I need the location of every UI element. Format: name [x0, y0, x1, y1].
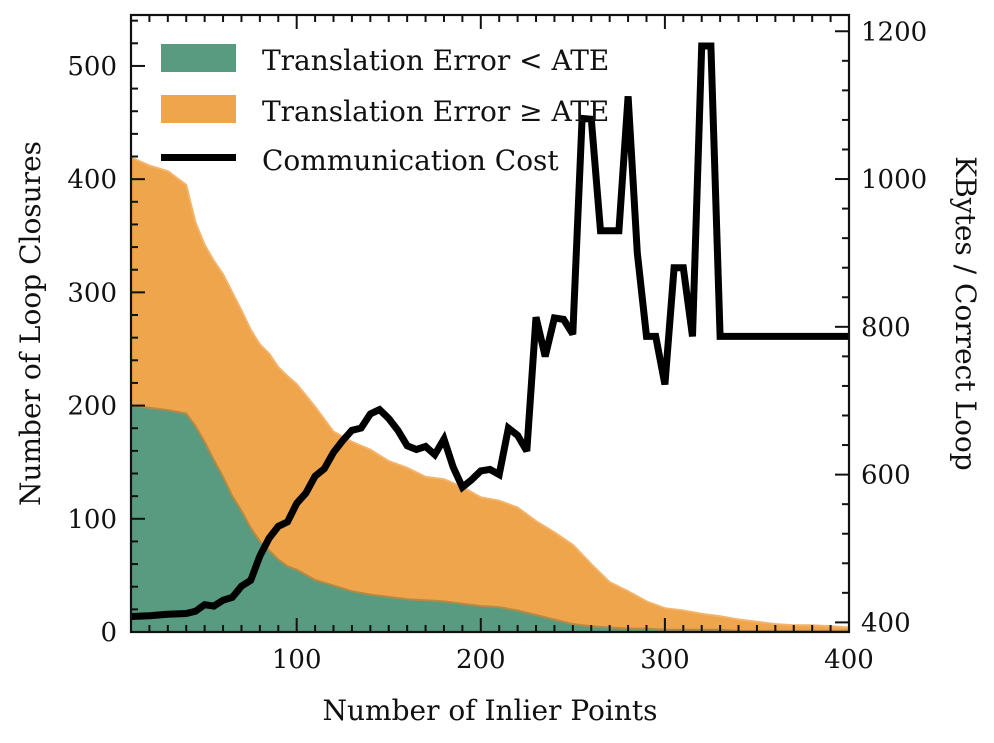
legend-label-below-ate: Translation Error < ATE: [262, 44, 609, 77]
y-tick-label: 200: [67, 392, 117, 422]
x-tick-label: 300: [640, 645, 690, 675]
y-tick-label: 300: [67, 278, 117, 308]
y2-tick-label: 600: [861, 461, 911, 491]
stacked-areas: [130, 156, 850, 633]
y-tick-label: 0: [100, 618, 117, 648]
y2-tick-label: 1000: [861, 165, 927, 195]
legend: Translation Error < ATE Translation Erro…: [161, 44, 609, 177]
legend-label-communication-cost: Communication Cost: [262, 144, 559, 177]
y2-tick-label: 1200: [861, 17, 927, 47]
axis-ticks: [131, 15, 850, 633]
x-axis-label: Number of Inlier Points: [322, 694, 657, 727]
x-tick-label: 100: [272, 645, 322, 675]
tick-labels: 100 200 300 400 0 100 200 300 400 500 400 600 800 100…: [67, 17, 927, 675]
line-communication-cost: [130, 42, 849, 620]
legend-swatch-below-ate: [161, 44, 236, 72]
legend-swatch-communication-cost: [161, 154, 236, 161]
x-tick-label: 200: [456, 645, 506, 675]
y-tick-label: 400: [67, 165, 117, 195]
y2-tick-label: 800: [861, 313, 911, 343]
legend-swatch-above-ate: [161, 95, 236, 123]
plot-frame: [129, 13, 851, 634]
legend-label-above-ate: Translation Error ≥ ATE: [262, 95, 609, 128]
x-tick-label: 400: [824, 645, 874, 675]
y-axis-label: Number of Loop Closures: [14, 141, 47, 506]
y2-tick-label: 400: [861, 608, 911, 638]
y-tick-label: 100: [67, 505, 117, 535]
y2-axis-label: KBytes / Correct Loop: [949, 156, 982, 470]
y-tick-label: 500: [67, 52, 117, 82]
